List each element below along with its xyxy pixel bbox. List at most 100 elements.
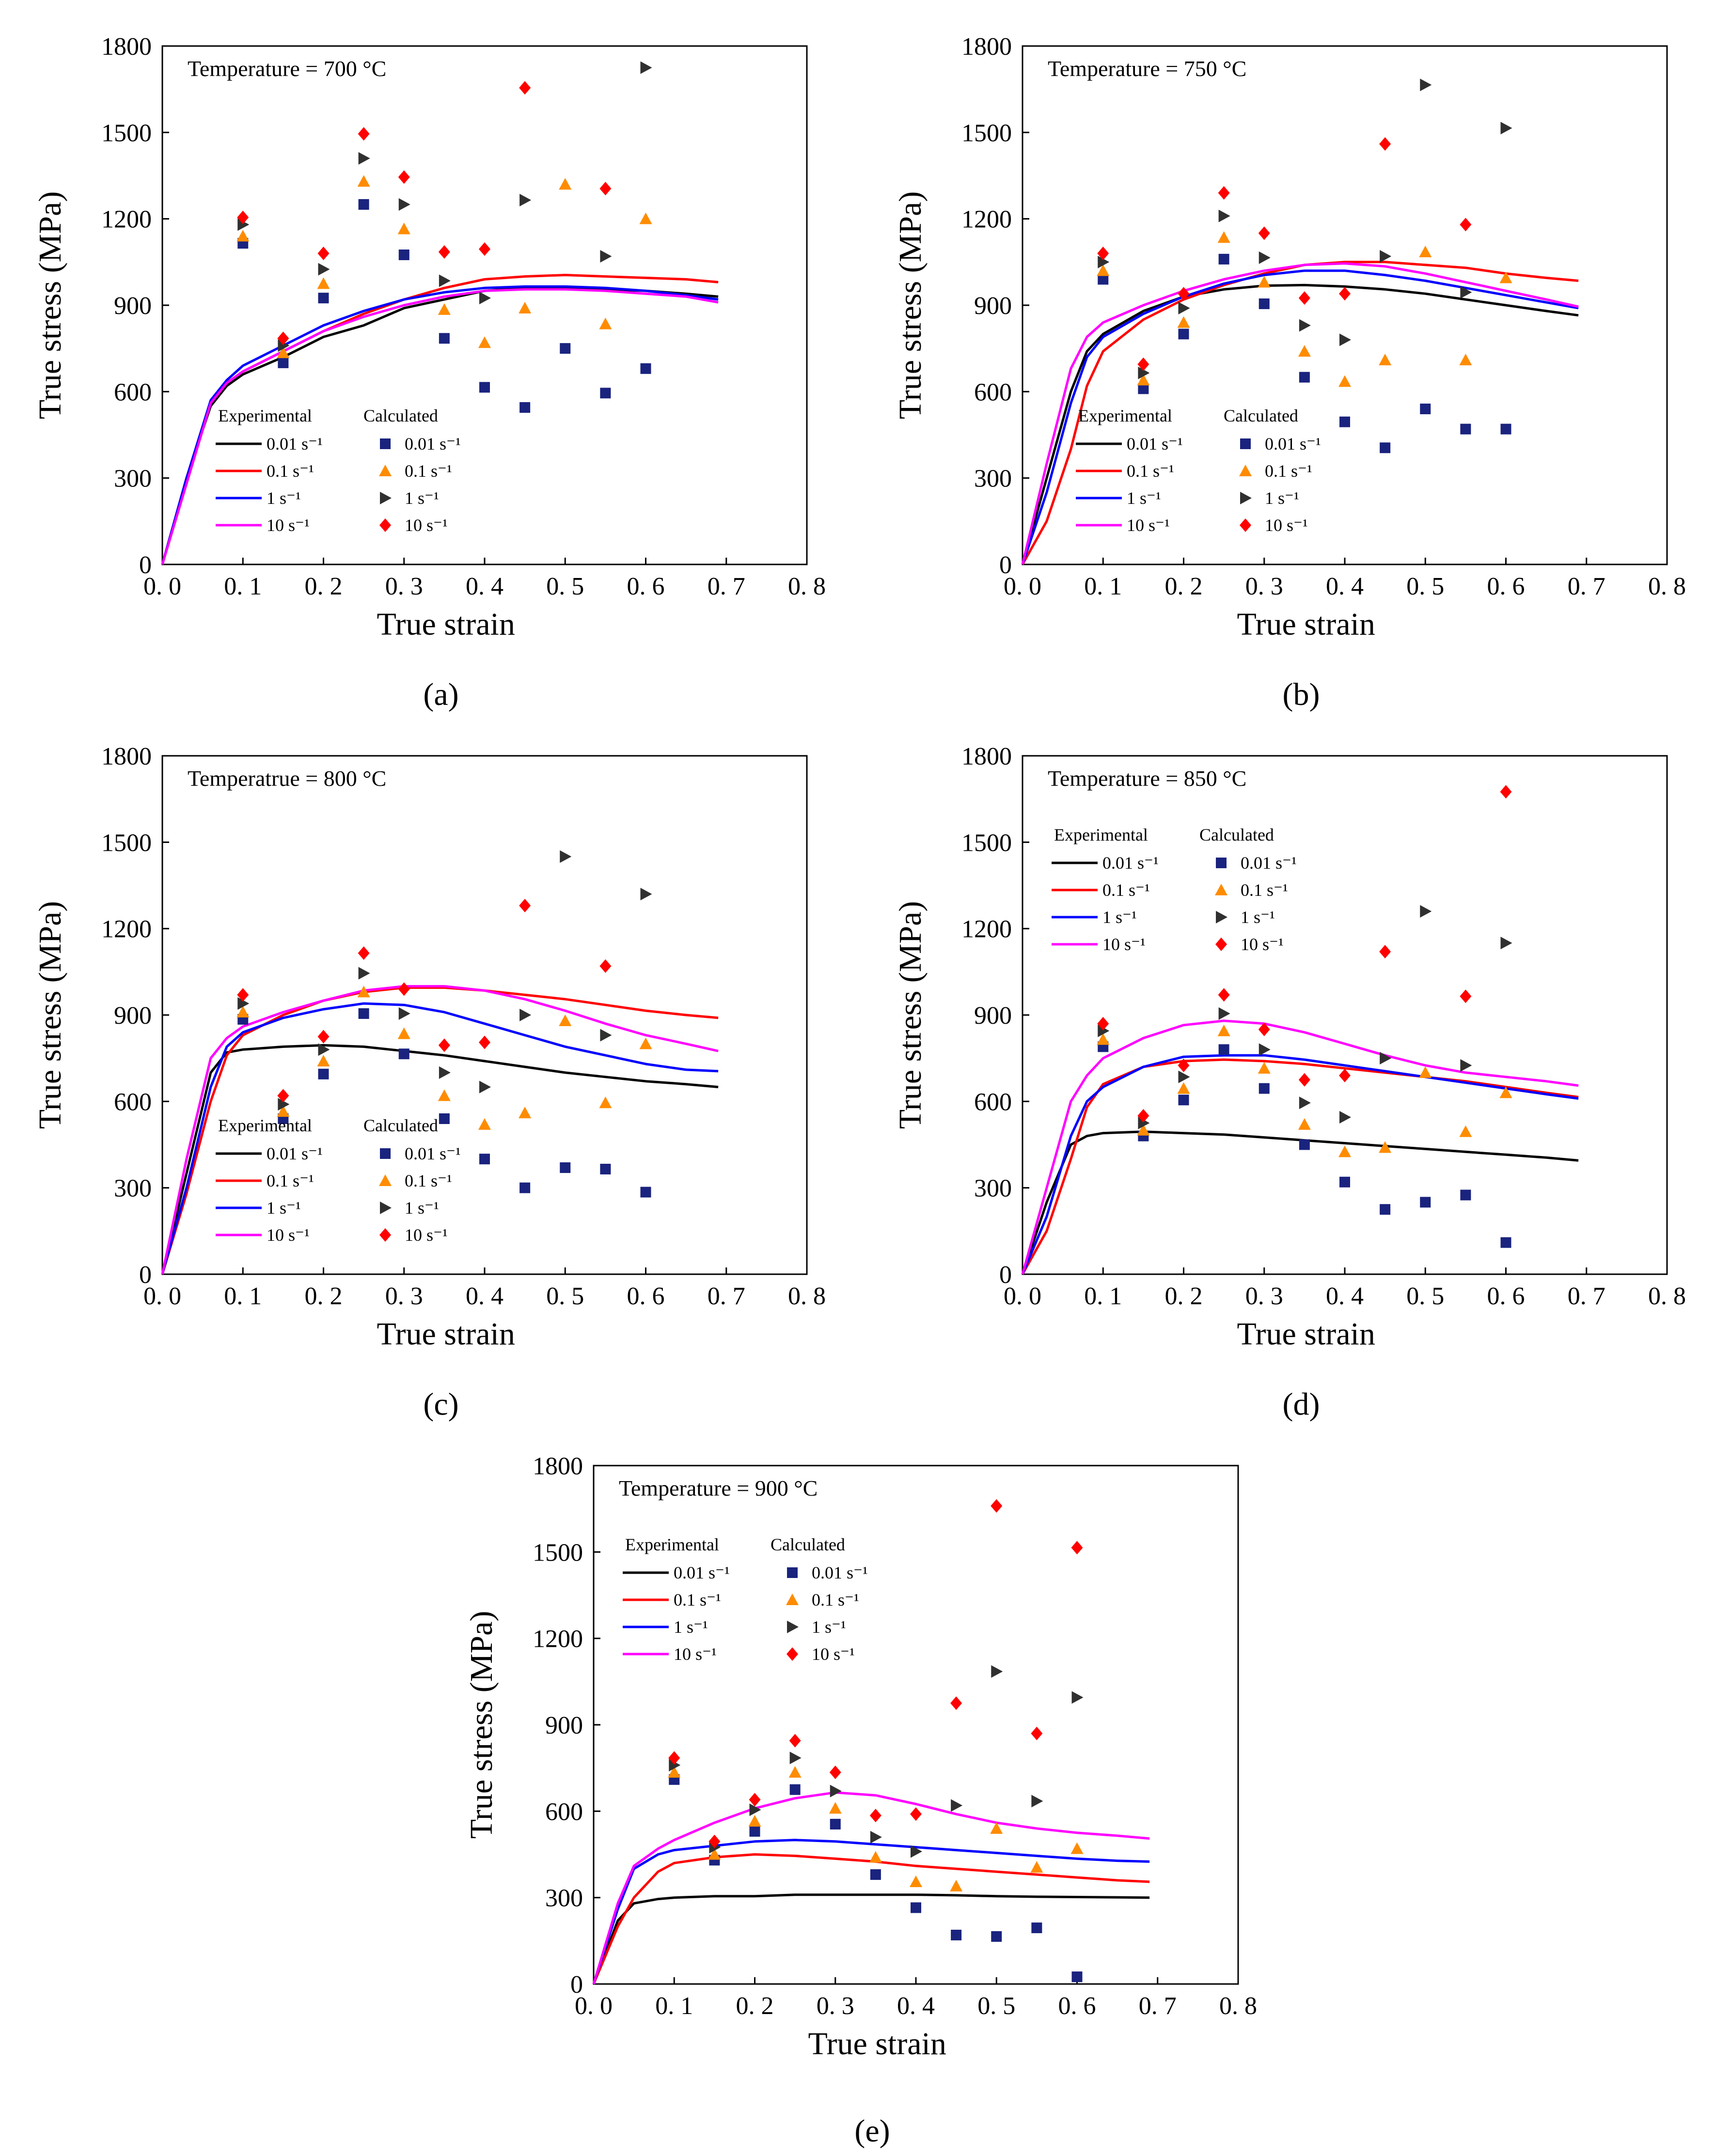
calculated-point-0_1 [559,1014,572,1026]
calculated-point-1 [1460,286,1472,299]
experimental-curve-1 [161,285,719,565]
calculated-point-0_01 [1218,1044,1229,1055]
legend-rate-label: 0.1 s⁻¹ [405,461,452,481]
y-tick-label: 1200 [101,916,152,943]
calculated-point-0_01 [398,249,409,260]
calculated-point-10 [1298,1073,1310,1087]
legend-marker-1 [380,492,392,504]
panel-caption: (e) [854,2113,890,2149]
calculated-point-0_1 [910,1875,922,1887]
calculated-point-1 [951,1799,963,1812]
calculated-point-10 [1218,988,1230,1002]
x-tick-label: 0. 5 [977,1992,1015,2020]
calculated-point-1 [1339,1111,1351,1124]
calculated-point-1 [1380,1052,1392,1065]
calculated-point-0_01 [439,333,450,344]
calculated-point-0_1 [357,985,370,998]
legend-rate-label: 10 s⁻¹ [674,1644,717,1664]
legend-marker-1 [1240,492,1252,504]
calculated-point-1 [237,218,250,231]
calculated-point-0_1 [357,175,370,187]
chart-panel-d: 0. 0 0. 1 0. 2 0. 3 0. 4 0. 5 0. 6 0. 7 0. 8 0 300… [893,743,1686,1422]
legend-rate-label: 0.1 s⁻¹ [405,1171,452,1190]
calculated-point-0_1 [519,301,532,313]
legend-rate-label: 0.1 s⁻¹ [1127,461,1174,481]
calculated-point-0_1 [788,1766,802,1778]
calculated-point-0_1 [1030,1861,1043,1873]
legend-rate-label: 0.1 s⁻¹ [1265,461,1312,481]
experimental-curve-1 [592,1839,1150,1984]
experimental-curve-10 [161,288,719,565]
legend-rate-label: 1 s⁻¹ [674,1617,708,1637]
x-tick-label: 0. 6 [627,1282,665,1310]
x-tick-label: 0. 3 [1245,573,1283,600]
calculated-point-10 [479,242,490,256]
x-tick-label: 0. 6 [1487,1282,1525,1310]
calculated-point-0_01 [560,343,571,354]
calculated-point-10 [1379,945,1391,959]
x-tick-label: 0. 7 [708,1282,745,1310]
calculated-point-0_1 [1070,1842,1084,1854]
calculated-point-0_1 [1379,353,1392,365]
legend-rate-label: 0.01 s⁻¹ [1265,434,1321,453]
y-tick-label: 0 [139,1261,152,1289]
calculated-point-0_1 [668,1766,681,1778]
calculated-point-1 [358,152,370,165]
experimental-curve-1 [1021,1054,1579,1275]
y-tick-label: 1800 [101,743,152,770]
calculated-point-1 [669,1759,681,1772]
legend-calculated-title: Calculated [771,1535,845,1554]
calculated-point-0_1 [1217,231,1230,243]
y-tick-label: 900 [545,1712,583,1739]
calculated-point-0_01 [560,1162,571,1173]
calculated-point-0_01 [358,1008,369,1019]
legend: Experimental Calculated 0.01 s⁻¹ 0.01 s⁻¹ 0.… [1076,406,1321,535]
calculated-point-0_01 [1071,1971,1083,1983]
panel-caption: (d) [1283,1387,1320,1422]
calculated-point-10 [358,946,370,960]
calculated-point-10 [1258,1022,1270,1036]
calculated-point-10 [950,1696,962,1710]
calculated-point-0_01 [1420,404,1431,414]
legend-rate-label: 1 s⁻¹ [812,1617,846,1637]
calculated-point-0_1 [1137,374,1150,386]
y-tick-label: 300 [545,1885,583,1912]
x-axis-label: True strain [377,607,515,642]
legend: Experimental Calculated 0.01 s⁻¹ 0.01 s⁻¹ 0.… [623,1535,868,1664]
calculated-point-10 [1460,989,1472,1003]
temperature-title: Temperature = 900 °C [619,1476,818,1500]
x-tick-label: 0. 7 [1568,573,1605,600]
calculated-point-1 [237,997,250,1010]
x-tick-label: 0. 0 [143,1282,181,1310]
x-tick-label: 0. 1 [655,1992,693,2020]
calculated-point-0_1 [478,1118,491,1130]
calculated-point-10 [1460,218,1472,232]
calculated-point-0_01 [600,388,611,399]
calculated-point-0_1 [277,346,290,359]
calculated-point-0_1 [519,1107,532,1119]
y-tick-label: 900 [114,292,152,320]
legend-rate-label: 10 s⁻¹ [405,1225,448,1245]
legend-rate-label: 0.01 s⁻¹ [405,1144,461,1163]
calculated-point-10 [317,247,330,260]
legend-rate-label: 0.01 s⁻¹ [812,1563,868,1582]
calculated-point-10 [398,982,410,996]
legend-marker-0_01 [1216,858,1227,868]
experimental-curve-0_1 [592,1853,1150,1984]
legend-marker-10 [787,1647,798,1661]
calculated-point-10 [829,1765,841,1780]
calculated-point-0_01 [479,1154,490,1165]
x-tick-label: 0. 4 [466,1282,503,1310]
x-tick-label: 0. 3 [817,1992,854,2020]
legend-rate-label: 0.1 s⁻¹ [267,461,314,481]
y-tick-label: 900 [974,1002,1012,1030]
calculated-point-10 [749,1793,761,1807]
calculated-point-10 [479,1035,490,1049]
y-tick-label: 1500 [533,1539,583,1566]
legend-marker-0_1 [1215,884,1227,895]
calculated-point-0_01 [1420,1197,1431,1208]
calculated-point-0_1 [1258,276,1271,288]
calculated-point-10 [1031,1726,1043,1740]
panel-caption: (b) [1283,677,1320,712]
